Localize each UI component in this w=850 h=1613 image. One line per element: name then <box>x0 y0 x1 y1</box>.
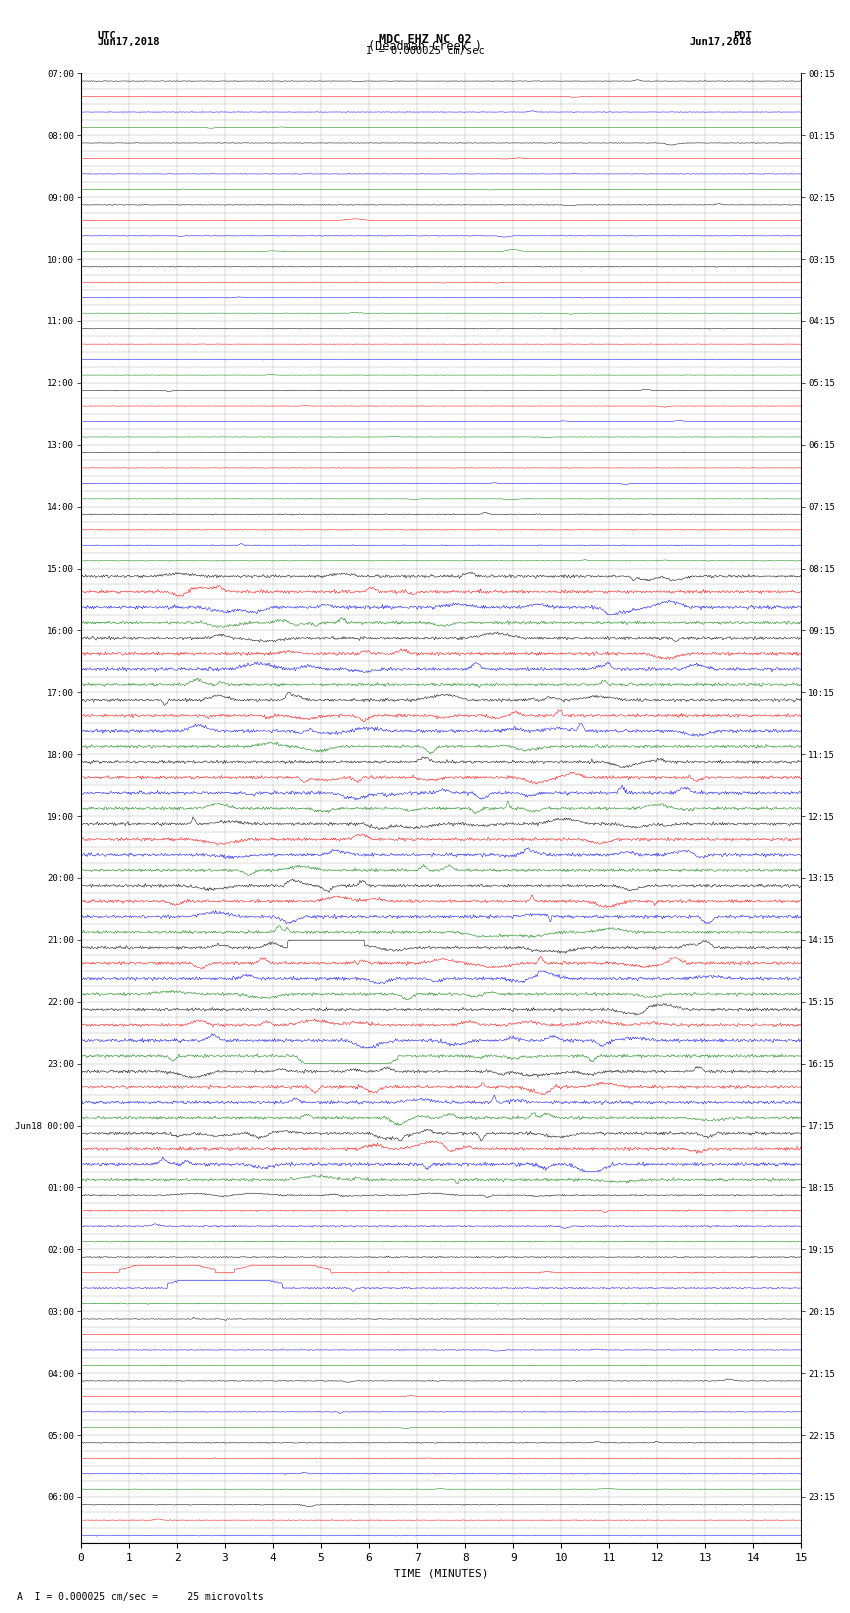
Text: Jun17,2018: Jun17,2018 <box>689 37 752 47</box>
Text: Jun17,2018: Jun17,2018 <box>98 37 161 47</box>
X-axis label: TIME (MINUTES): TIME (MINUTES) <box>394 1569 489 1579</box>
Text: (Deadman Creek ): (Deadman Creek ) <box>368 39 482 53</box>
Text: I = 0.000025 cm/sec: I = 0.000025 cm/sec <box>366 45 484 56</box>
Text: UTC: UTC <box>98 31 116 40</box>
Text: PDT: PDT <box>734 31 752 40</box>
Text: MDC EHZ NC 02: MDC EHZ NC 02 <box>379 32 471 47</box>
Text: A  I = 0.000025 cm/sec =     25 microvolts: A I = 0.000025 cm/sec = 25 microvolts <box>17 1592 264 1602</box>
